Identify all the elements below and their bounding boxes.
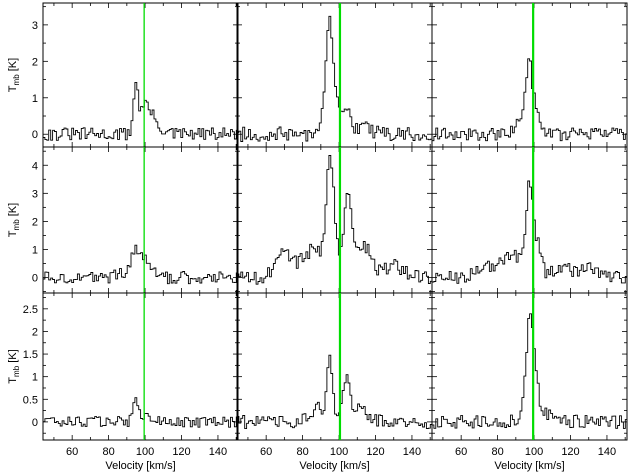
y-tick-label: 2 bbox=[32, 326, 38, 338]
spectrum-line bbox=[432, 180, 627, 284]
panel-frame bbox=[42, 146, 239, 294]
x-tick-label: 120 bbox=[172, 446, 190, 458]
y-axis-title: Tmb [K] bbox=[7, 58, 21, 92]
panel-frame bbox=[42, 2, 239, 148]
spectrum-line bbox=[43, 81, 238, 141]
y-tick-label: 2 bbox=[32, 216, 38, 228]
panel-frame bbox=[431, 2, 628, 148]
x-axis-title: Velocity [km/s] bbox=[299, 460, 369, 472]
spectrum-panel-r0c2 bbox=[431, 2, 628, 148]
x-tick-label: 100 bbox=[330, 446, 348, 458]
spectrum-panel-r0c1 bbox=[236, 2, 433, 148]
y-axis-title: Tmb [K] bbox=[7, 349, 21, 383]
x-axis-title: Velocity [km/s] bbox=[105, 460, 175, 472]
y-tick-label: 2 bbox=[32, 56, 38, 68]
x-tick-label: 120 bbox=[561, 446, 579, 458]
spectrum-line bbox=[237, 354, 432, 430]
y-axis-title: Tmb [K] bbox=[7, 203, 21, 237]
spectrum-panel-r2c1 bbox=[236, 292, 433, 441]
spectrum-panel-r0c0 bbox=[42, 2, 239, 148]
y-tick-label: 1 bbox=[32, 244, 38, 256]
y-tick-label: 1 bbox=[32, 372, 38, 384]
x-tick-label: 140 bbox=[598, 446, 616, 458]
y-tick-label: 3 bbox=[32, 20, 38, 32]
x-tick-label: 60 bbox=[260, 446, 272, 458]
spectrum-panel-r1c2 bbox=[431, 146, 628, 294]
spectrum-panel-r2c0 bbox=[42, 292, 239, 441]
y-tick-label: 0 bbox=[32, 129, 38, 141]
spectrum-line bbox=[43, 244, 238, 285]
spectrum-line bbox=[237, 15, 432, 142]
y-tick-label: 0.5 bbox=[23, 394, 38, 406]
x-axis-labels: 60 80 100 120 140 Velocity [km/s] 60 80 100 120 14… bbox=[66, 446, 616, 472]
spectrum-line bbox=[432, 58, 627, 142]
x-tick-label: 80 bbox=[102, 446, 114, 458]
y-tick-label: 2.5 bbox=[23, 304, 38, 316]
x-tick-label: 140 bbox=[403, 446, 421, 458]
x-tick-label: 60 bbox=[66, 446, 78, 458]
y-tick-label: 1 bbox=[32, 93, 38, 105]
panel-frame bbox=[42, 292, 239, 441]
y-tick-label: 4 bbox=[32, 160, 38, 172]
x-tick-label: 60 bbox=[455, 446, 467, 458]
y-tick-label: 0 bbox=[32, 273, 38, 285]
panel-frame bbox=[236, 292, 433, 441]
x-tick-label: 100 bbox=[525, 446, 543, 458]
y-tick-label: 3 bbox=[32, 188, 38, 200]
panel-grid bbox=[42, 2, 628, 441]
spectrum-panel-r1c1 bbox=[236, 146, 433, 294]
x-tick-label: 80 bbox=[296, 446, 308, 458]
x-axis-title: Velocity [km/s] bbox=[494, 460, 564, 472]
panel-frame bbox=[431, 146, 628, 294]
panel-frame bbox=[431, 292, 628, 441]
spectrum-panel-r2c2 bbox=[431, 292, 628, 441]
x-tick-label: 120 bbox=[366, 446, 384, 458]
y-tick-label: 1.5 bbox=[23, 349, 38, 361]
x-tick-label: 80 bbox=[491, 446, 503, 458]
spectrum-line bbox=[43, 397, 238, 428]
spectrum-panel-r1c0 bbox=[42, 146, 239, 294]
y-axis-labels: 0 1 2 3 0 1 2 3 4 0 0.5 1 1.5 2 2.5 Tmb [K] Tmb [K] Tmb [… bbox=[7, 20, 38, 429]
y-tick-label: 0 bbox=[32, 417, 38, 429]
x-tick-label: 100 bbox=[136, 446, 154, 458]
spectrum-line bbox=[237, 155, 432, 285]
spectrum-line bbox=[432, 313, 627, 429]
x-tick-label: 140 bbox=[209, 446, 227, 458]
